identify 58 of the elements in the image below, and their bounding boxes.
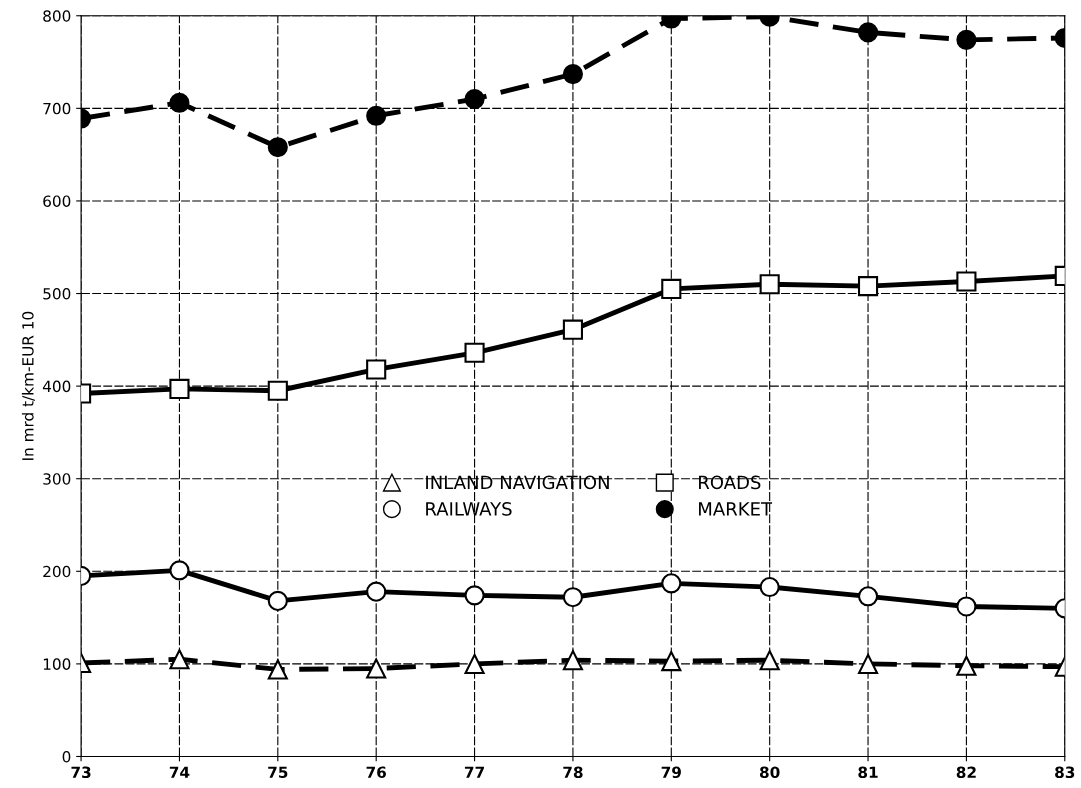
y-tick-label: 500 [43, 288, 71, 300]
point [857, 276, 879, 297]
y-tick-label: 700 [43, 102, 71, 115]
point [267, 659, 288, 680]
x-tick-label: 83 [1055, 766, 1075, 779]
point [661, 651, 682, 672]
point [464, 585, 485, 606]
legend-label: INLAND NAVIGATION [426, 475, 609, 490]
y-tick-label: 100 [43, 658, 71, 670]
x-tick-label: 74 [169, 766, 190, 778]
point [562, 64, 583, 85]
point [267, 380, 288, 401]
point [661, 278, 682, 299]
point [956, 271, 977, 292]
y-tick-label: 800 [43, 10, 71, 22]
point [857, 22, 879, 43]
legend-label: MARKET [699, 502, 773, 516]
legend-label: RAILWAYS [426, 502, 512, 516]
y-tick-label: 200 [43, 565, 71, 578]
x-tick-label: 75 [268, 766, 288, 779]
point [661, 573, 682, 594]
point [169, 378, 190, 399]
point [956, 655, 977, 676]
point [857, 653, 879, 674]
y-tick-label: 300 [43, 473, 71, 485]
point [562, 319, 583, 340]
point [759, 576, 780, 598]
x-tick-label: 80 [759, 766, 780, 779]
point [366, 658, 387, 679]
point [366, 105, 387, 126]
point [857, 586, 879, 607]
x-tick-label: 73 [71, 766, 91, 779]
x-tick-label: 79 [661, 766, 681, 779]
point [956, 596, 977, 617]
point [464, 342, 485, 363]
x-tick-label: 82 [956, 766, 976, 779]
point [759, 274, 780, 295]
point [169, 560, 190, 581]
point [956, 29, 977, 50]
point [366, 359, 387, 380]
point [366, 581, 387, 602]
y-axis-title: In mrd t/km-EUR 10 [21, 311, 35, 460]
point [267, 590, 288, 611]
point [562, 650, 583, 671]
point [759, 650, 780, 671]
point [169, 92, 190, 113]
y-tick-label: 600 [43, 195, 71, 207]
x-tick-label: 81 [858, 766, 878, 779]
x-tick-label: 76 [366, 766, 386, 779]
y-tick-label: 400 [42, 380, 71, 393]
y-tick-label: 0 [62, 750, 71, 763]
x-tick-label: 77 [464, 766, 484, 778]
point [169, 649, 190, 670]
point [267, 137, 288, 158]
legend-label: ROADS [699, 475, 761, 490]
x-tick-label: 78 [563, 766, 583, 779]
point [562, 587, 583, 608]
point [464, 89, 485, 110]
